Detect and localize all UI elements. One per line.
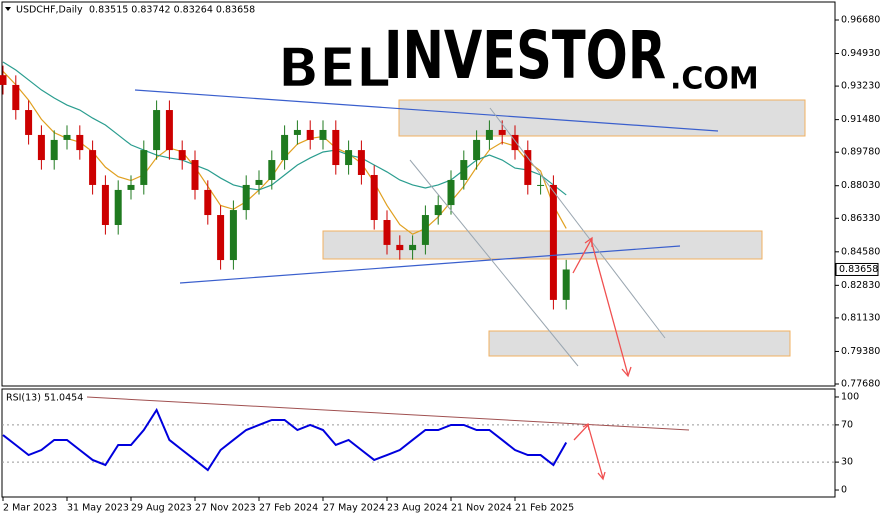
candle-body	[409, 244, 417, 251]
candle-body	[191, 160, 199, 190]
zones	[322, 99, 806, 357]
x-tick-label: 27 May 2024	[323, 503, 385, 514]
menu-icon	[5, 7, 11, 11]
channel-line	[489, 107, 666, 339]
candle-body	[268, 160, 276, 180]
arrow-head	[582, 422, 606, 481]
rsi-title: RSI(13) 51.0454	[6, 393, 83, 404]
trendline	[179, 245, 681, 284]
x-tick-label: 21 Feb 2025	[515, 503, 574, 514]
candle-body	[562, 269, 570, 300]
y-tick-label: 0.93230	[841, 81, 880, 92]
y-tick-label: 0.86330	[841, 213, 880, 224]
y-tick-label: 0.91480	[841, 114, 880, 125]
y-tick-label: 0	[841, 485, 847, 496]
x-tick-label: 27 Nov 2023	[195, 503, 256, 514]
candle-body	[357, 150, 365, 175]
logo-com: .COM	[670, 62, 759, 97]
candle-body	[460, 160, 468, 180]
y-tick-label: 100	[841, 391, 859, 402]
chart-subtitle: 0.83515 0.83742 0.83264 0.83658	[89, 5, 255, 16]
candle-body	[0, 75, 7, 85]
y-tick-label: 0.79380	[841, 346, 880, 357]
last-price-label: 0.83658	[839, 264, 878, 275]
trendline	[134, 89, 719, 132]
candle-body	[319, 129, 327, 140]
candle-body	[537, 184, 545, 186]
last-price-box	[835, 262, 879, 276]
candle-body	[306, 129, 314, 140]
arrow-head	[584, 236, 632, 378]
y-tick-label: 70	[841, 419, 853, 430]
candle-body	[114, 189, 122, 225]
candle-body	[498, 129, 506, 135]
price-panel	[1, 1, 836, 387]
candle-body	[76, 134, 84, 151]
chart-title: USDCHF,Daily	[16, 5, 83, 16]
forecast-arrow	[572, 238, 629, 376]
candle-body	[50, 139, 58, 161]
candle-body	[217, 215, 225, 261]
candle-body	[293, 129, 301, 135]
candle-body	[549, 184, 557, 300]
candle-body	[434, 205, 442, 216]
rsi-line	[2, 407, 568, 472]
y-tick-label: 0.77680	[841, 379, 880, 390]
candle-body	[127, 184, 135, 190]
y-tick-label: 0.94930	[841, 48, 880, 59]
candle-body	[229, 210, 237, 261]
logo-investor: INVESTOR	[384, 17, 666, 94]
x-tick-label: 29 Aug 2023	[131, 503, 192, 514]
zone	[488, 330, 791, 357]
y-tick-label: 0.84580	[841, 246, 880, 257]
candle-body	[281, 134, 289, 161]
candle-body	[345, 150, 353, 166]
y-tick-label: 30	[841, 457, 853, 468]
logo: BEL INVESTOR .COM	[277, 17, 759, 100]
candle-body	[25, 110, 33, 135]
candle-body	[473, 139, 481, 161]
x-tick-label: 31 May 2023	[67, 503, 129, 514]
x-tick-label: 23 Aug 2024	[387, 503, 448, 514]
candle-body	[370, 174, 378, 221]
candle-body	[63, 134, 71, 140]
candle-body	[37, 134, 45, 161]
candle-body	[396, 244, 404, 251]
rsi-panel	[1, 388, 836, 498]
plot	[0, 61, 835, 472]
moving-average	[2, 61, 567, 196]
logo-bel: BEL	[278, 37, 390, 100]
candle-body	[165, 110, 173, 151]
candle-body	[178, 150, 186, 161]
y-tick-label: 0.88030	[841, 180, 880, 191]
candle-body	[447, 179, 455, 206]
candle-body	[524, 150, 532, 185]
candle-body	[242, 184, 250, 211]
candle-body	[12, 84, 20, 111]
candle-body	[140, 150, 148, 185]
candle-body	[485, 129, 493, 140]
y-tick-label: 0.89780	[841, 147, 880, 158]
y-tick-label: 0.96680	[841, 14, 880, 25]
candle-body	[101, 184, 109, 225]
x-tick-label: 2 Mar 2023	[3, 503, 57, 514]
candle-body	[383, 220, 391, 245]
candle-body	[89, 150, 97, 185]
y-tick-label: 0.82830	[841, 280, 880, 291]
candle-body	[421, 215, 429, 245]
x-tick-label: 27 Feb 2024	[259, 503, 318, 514]
drawings	[86, 89, 719, 481]
zone	[398, 99, 806, 137]
candle-body	[153, 110, 161, 151]
zone	[322, 230, 763, 260]
x-tick-label: 21 Nov 2024	[451, 503, 512, 514]
candle-body	[511, 134, 519, 151]
candle-body	[204, 189, 212, 216]
candle-body	[332, 129, 340, 166]
y-tick-label: 0.81130	[841, 312, 880, 323]
channel-line	[409, 159, 579, 367]
candle-body	[255, 179, 263, 185]
